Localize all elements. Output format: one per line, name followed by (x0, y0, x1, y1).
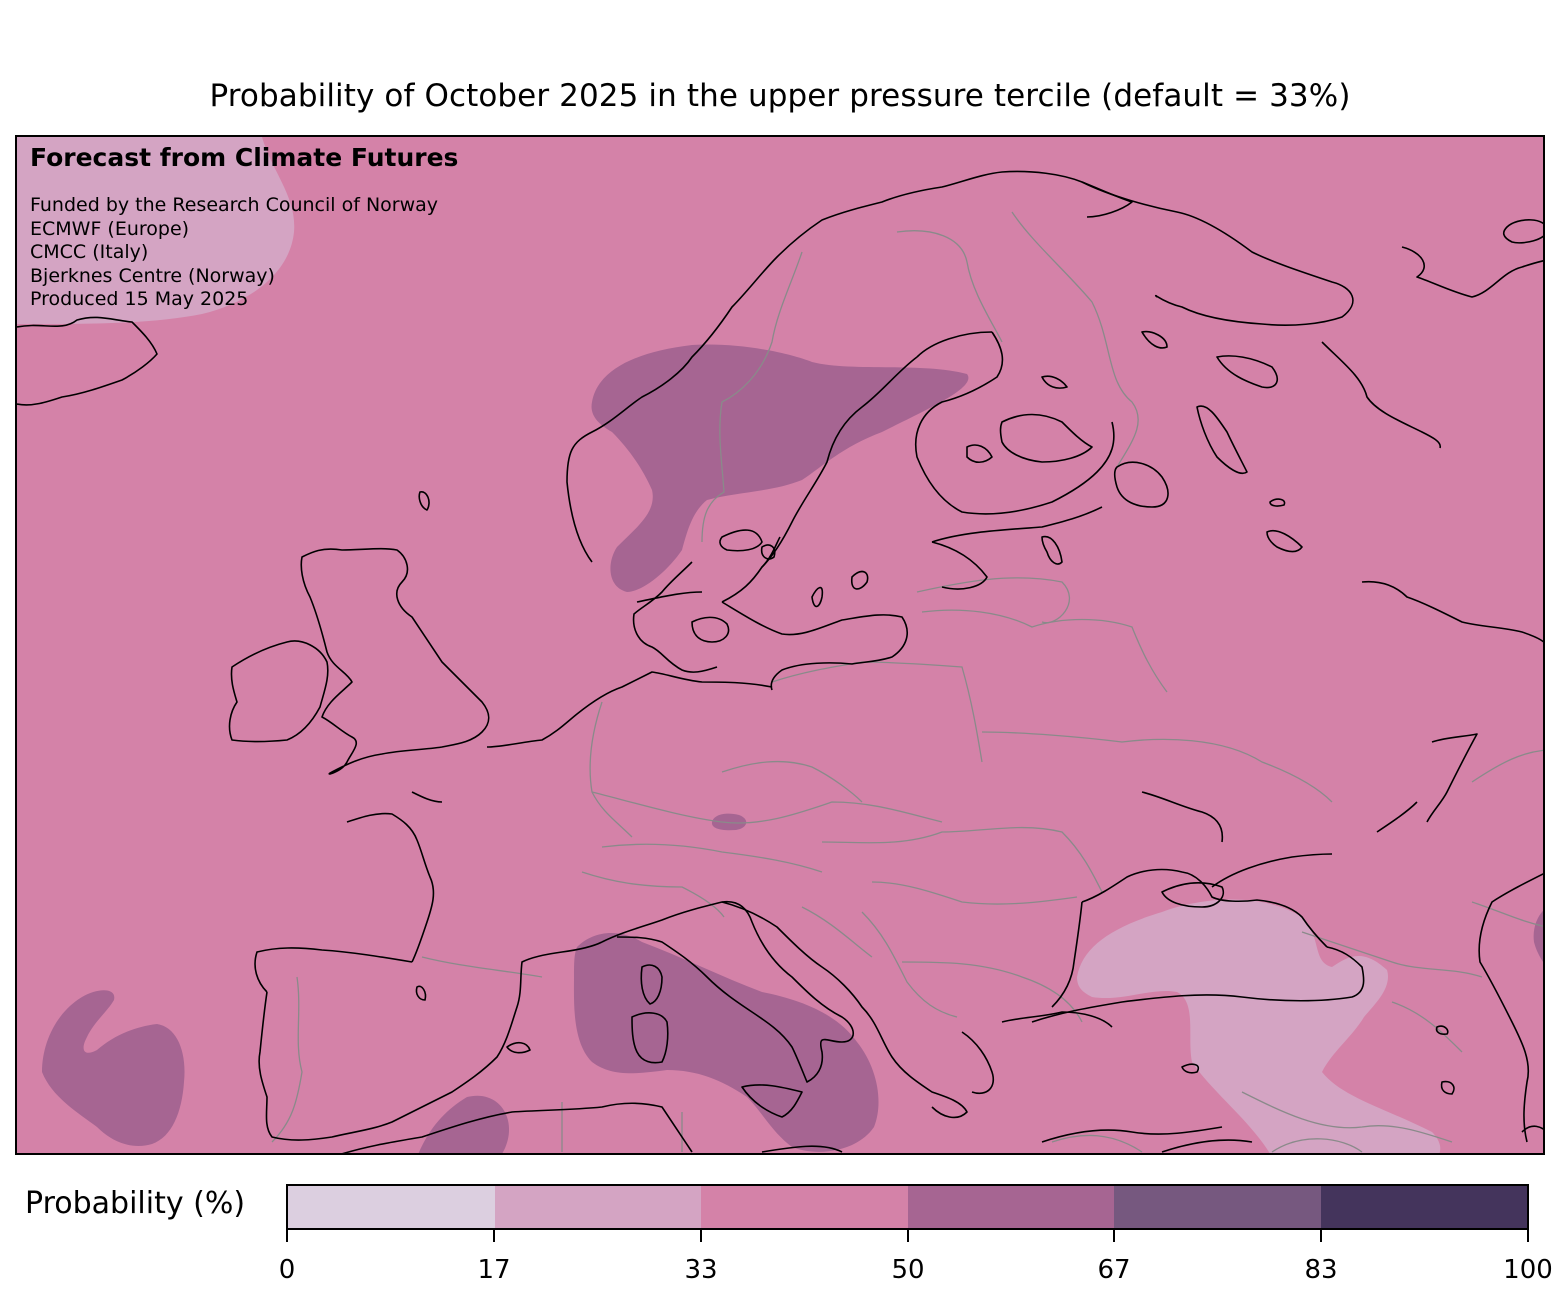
colorbar-tick-label: 50 (891, 1255, 925, 1285)
region-east-atlantic (42, 990, 185, 1147)
colorbar-tick (907, 1228, 909, 1242)
colorbar-tick-label: 67 (1097, 1255, 1131, 1285)
colorbar-tick (1527, 1228, 1529, 1242)
colorbar-tick (700, 1228, 702, 1242)
region-greenland-sea (17, 137, 295, 324)
colorbar-tick (286, 1228, 288, 1242)
credit-line: Produced 15 May 2025 (30, 288, 249, 310)
credit-line: Bjerknes Centre (Norway) (30, 264, 275, 287)
map-title: Probability of October 2025 in the upper… (209, 78, 1351, 114)
colorbar-tick (1113, 1228, 1115, 1242)
colorbar-tick (1320, 1228, 1322, 1242)
colorbar-tick-label: 17 (477, 1255, 511, 1285)
colorbar-segment-17-33 (494, 1186, 701, 1228)
colorbar-tick-label: 0 (278, 1255, 296, 1285)
region-tyrrhenian-italy (573, 932, 879, 1152)
colorbar-label: Probability (%) (25, 1186, 246, 1221)
colorbar (286, 1184, 1529, 1230)
colorbar-segment-50-67 (907, 1186, 1114, 1228)
region-north-algeria (418, 1095, 509, 1153)
colorbar-tick-label: 83 (1304, 1255, 1338, 1285)
forecast-credit-heading: Forecast from Climate Futures (30, 143, 459, 172)
colorbar-tick-label: 33 (684, 1255, 718, 1285)
colorbar-segment-0-17 (288, 1186, 495, 1228)
country-borders (271, 211, 1543, 1153)
colorbar-segment-67-83 (1114, 1186, 1321, 1228)
map-panel (15, 135, 1545, 1155)
coastlines (17, 170, 1543, 1153)
colorbar-segment-33-50 (701, 1186, 908, 1228)
colorbar-tick (493, 1228, 495, 1242)
colorbar-tick-label: 100 (1503, 1255, 1553, 1285)
colorbar-segment-83-100 (1320, 1186, 1527, 1228)
region-scandinavia (591, 344, 969, 592)
region-caspian-edge (1533, 910, 1543, 962)
credit-line: Funded by the Research Council of Norway (30, 194, 439, 216)
probability-map (17, 137, 1543, 1153)
region-alps-small (711, 813, 747, 831)
region-black-sea-anatolia (1077, 899, 1441, 1153)
forecast-credit-lines: Funded by the Research Council of Norway… (30, 194, 438, 312)
credit-line: CMCC (Italy) (30, 241, 149, 263)
credit-line: ECMWF (Europe) (30, 217, 190, 240)
colorbar-ticks: 0 17 33 50 67 83 100 (279, 1228, 1553, 1298)
